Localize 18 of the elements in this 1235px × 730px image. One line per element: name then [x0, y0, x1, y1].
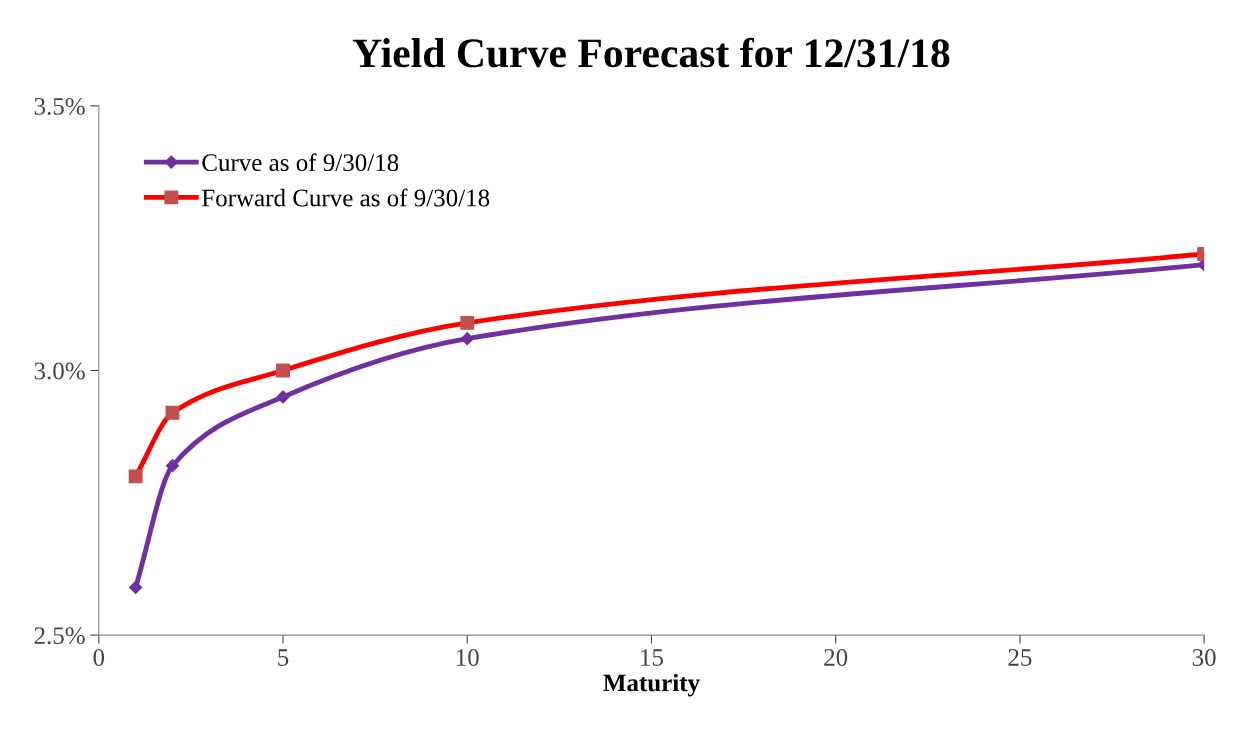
- x-tick-label: 5: [278, 649, 289, 666]
- y-tick-label: 2.5%: [34, 627, 85, 645]
- chart-title: Yield Curve Forecast for 12/31/18: [352, 37, 950, 68]
- point: [129, 580, 143, 595]
- x-axis-title: Maturity: [603, 673, 700, 697]
- legend-label: Forward Curve as of 9/30/18: [202, 188, 490, 207]
- legend-label: Curve as of 9/30/18: [202, 153, 399, 172]
- x-tick-label: 10: [456, 649, 479, 666]
- x-tick-label: 15: [641, 649, 663, 666]
- y-tick-label: 3.5%: [34, 97, 85, 115]
- x-tick-label: 0: [93, 649, 105, 666]
- x-tick-label: 20: [824, 649, 848, 666]
- x-tick-label: 25: [1008, 649, 1032, 666]
- point: [165, 459, 180, 473]
- point: [460, 332, 474, 346]
- x-tick-label: 30: [1192, 649, 1216, 666]
- y-tick-label: 3.0%: [34, 362, 85, 380]
- point: [276, 390, 290, 404]
